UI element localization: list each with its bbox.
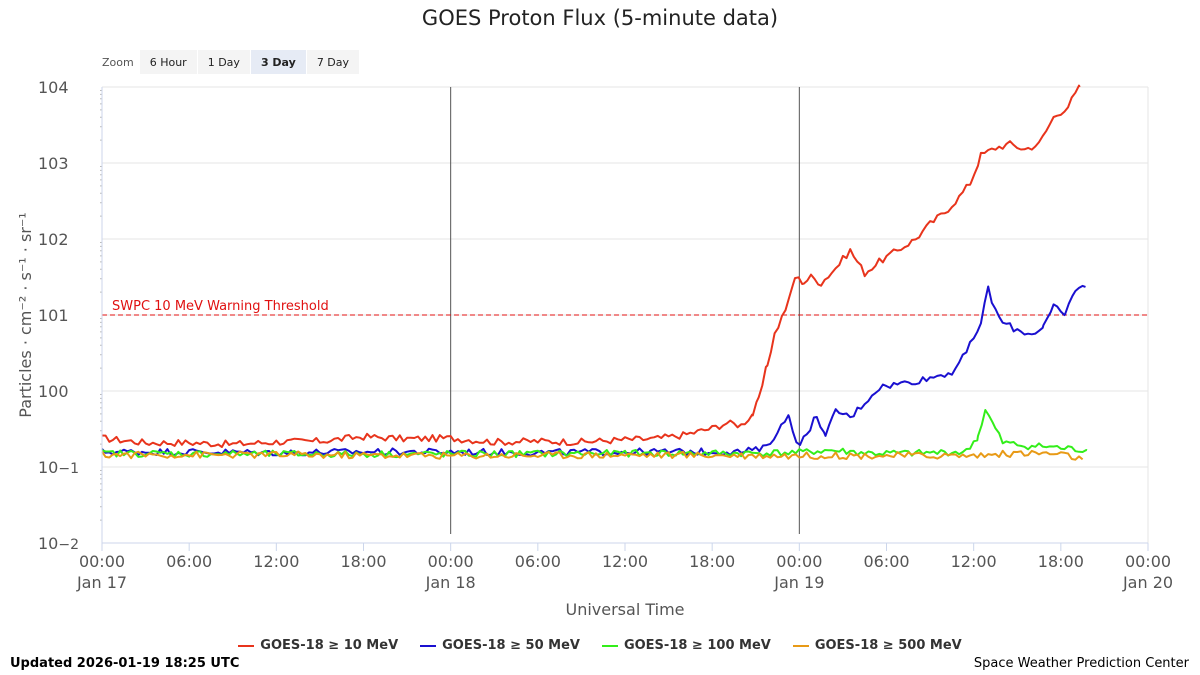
legend: GOES-18 ≥ 10 MeV GOES-18 ≥ 50 MeV GOES-1… [0, 638, 1200, 653]
legend-label-50mev: GOES-18 ≥ 50 MeV [442, 638, 580, 653]
chart-title: GOES Proton Flux (5-minute data) [421, 6, 779, 30]
legend-label-10mev: GOES-18 ≥ 10 MeV [260, 638, 399, 653]
x-tick-date-label: Jan 18 [425, 573, 476, 592]
y-axis-title: Particles · cm⁻² · s⁻¹ · sr⁻¹ [16, 212, 35, 417]
x-tick-time-label: 00:00 [428, 552, 474, 571]
series-layer: SWPC 10 MeV Warning Threshold [101, 84, 1148, 461]
series-line-500mev [101, 449, 1084, 461]
x-tick-time-label: 18:00 [689, 552, 735, 571]
x-tick-time-label: 12:00 [602, 552, 648, 571]
x-tick-date-label: Jan 17 [76, 573, 127, 592]
y-tick-label: 102 [38, 230, 69, 249]
x-tick-date-label: Jan 19 [773, 573, 824, 592]
legend-label-100mev: GOES-18 ≥ 100 MeV [623, 638, 771, 653]
zoom-label: Zoom [102, 55, 134, 69]
legend-swatch-50mev [420, 644, 437, 647]
legend-item-100mev[interactable]: GOES-18 ≥ 100 MeV [601, 638, 771, 653]
zoom-bar: Zoom 6 Hour 1 Day 3 Day 7 Day [102, 50, 360, 74]
x-tick-time-label: 00:00 [1125, 552, 1171, 571]
series-line-10mev [101, 84, 1081, 448]
y-tick-label: 10−1 [38, 458, 79, 477]
legend-swatch-100mev [601, 644, 618, 647]
x-tick-time-label: 06:00 [515, 552, 561, 571]
zoom-3-day-button[interactable]: 3 Day [250, 50, 306, 74]
x-axis-title: Universal Time [565, 600, 684, 619]
x-tick-time-label: 06:00 [166, 552, 212, 571]
zoom-6-hour-button[interactable]: 6 Hour [139, 50, 197, 74]
updated-timestamp: Updated 2026-01-19 18:25 UTC [10, 656, 240, 671]
legend-swatch-500mev [792, 644, 809, 647]
x-tick-time-label: 06:00 [863, 552, 909, 571]
y-tick-label: 104 [38, 78, 69, 97]
y-tick-label: 100 [38, 382, 69, 401]
x-tick-time-label: 18:00 [340, 552, 386, 571]
zoom-1-day-button[interactable]: 1 Day [197, 50, 250, 74]
legend-label-500mev: GOES-18 ≥ 500 MeV [814, 638, 962, 653]
credit-text: Space Weather Prediction Center [973, 656, 1189, 671]
x-tick-time-label: 12:00 [253, 552, 299, 571]
x-tick-time-label: 00:00 [776, 552, 822, 571]
x-tick-date-label: Jan 20 [1122, 573, 1173, 592]
x-tick-time-label: 00:00 [79, 552, 125, 571]
y-tick-label: 103 [38, 154, 69, 173]
y-tick-label: 101 [38, 306, 69, 325]
y-tick-label: 10−2 [38, 534, 79, 553]
threshold-label: SWPC 10 MeV Warning Threshold [112, 299, 329, 314]
legend-item-10mev[interactable]: GOES-18 ≥ 10 MeV [238, 638, 398, 653]
x-tick-time-label: 12:00 [951, 552, 997, 571]
legend-item-500mev[interactable]: GOES-18 ≥ 500 MeV [792, 638, 962, 653]
x-tick-time-label: 18:00 [1038, 552, 1084, 571]
zoom-7-day-button[interactable]: 7 Day [306, 50, 360, 74]
axes: 10−2 10−1 100 101 102 103 104 00:00 Jan 17 06:00 1… [16, 78, 1173, 619]
legend-item-50mev[interactable]: GOES-18 ≥ 50 MeV [420, 638, 580, 653]
legend-swatch-10mev [238, 644, 255, 647]
